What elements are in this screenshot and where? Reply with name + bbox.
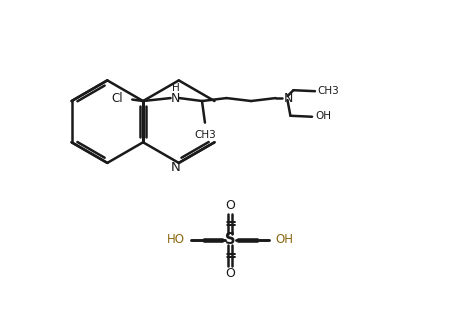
- Text: H: H: [172, 83, 179, 93]
- Text: CH3: CH3: [317, 86, 339, 96]
- Text: O: O: [225, 267, 235, 280]
- Text: CH3: CH3: [194, 130, 216, 139]
- Text: N: N: [171, 161, 181, 174]
- Text: Cl: Cl: [112, 92, 123, 105]
- Text: OH: OH: [315, 111, 331, 121]
- Text: S: S: [225, 232, 236, 247]
- Text: N: N: [171, 92, 180, 105]
- Text: =: =: [224, 216, 236, 231]
- Text: O: O: [225, 199, 235, 212]
- Text: =: =: [224, 248, 236, 263]
- Text: OH: OH: [275, 233, 293, 246]
- Text: HO: HO: [167, 233, 185, 246]
- Text: N: N: [284, 92, 293, 105]
